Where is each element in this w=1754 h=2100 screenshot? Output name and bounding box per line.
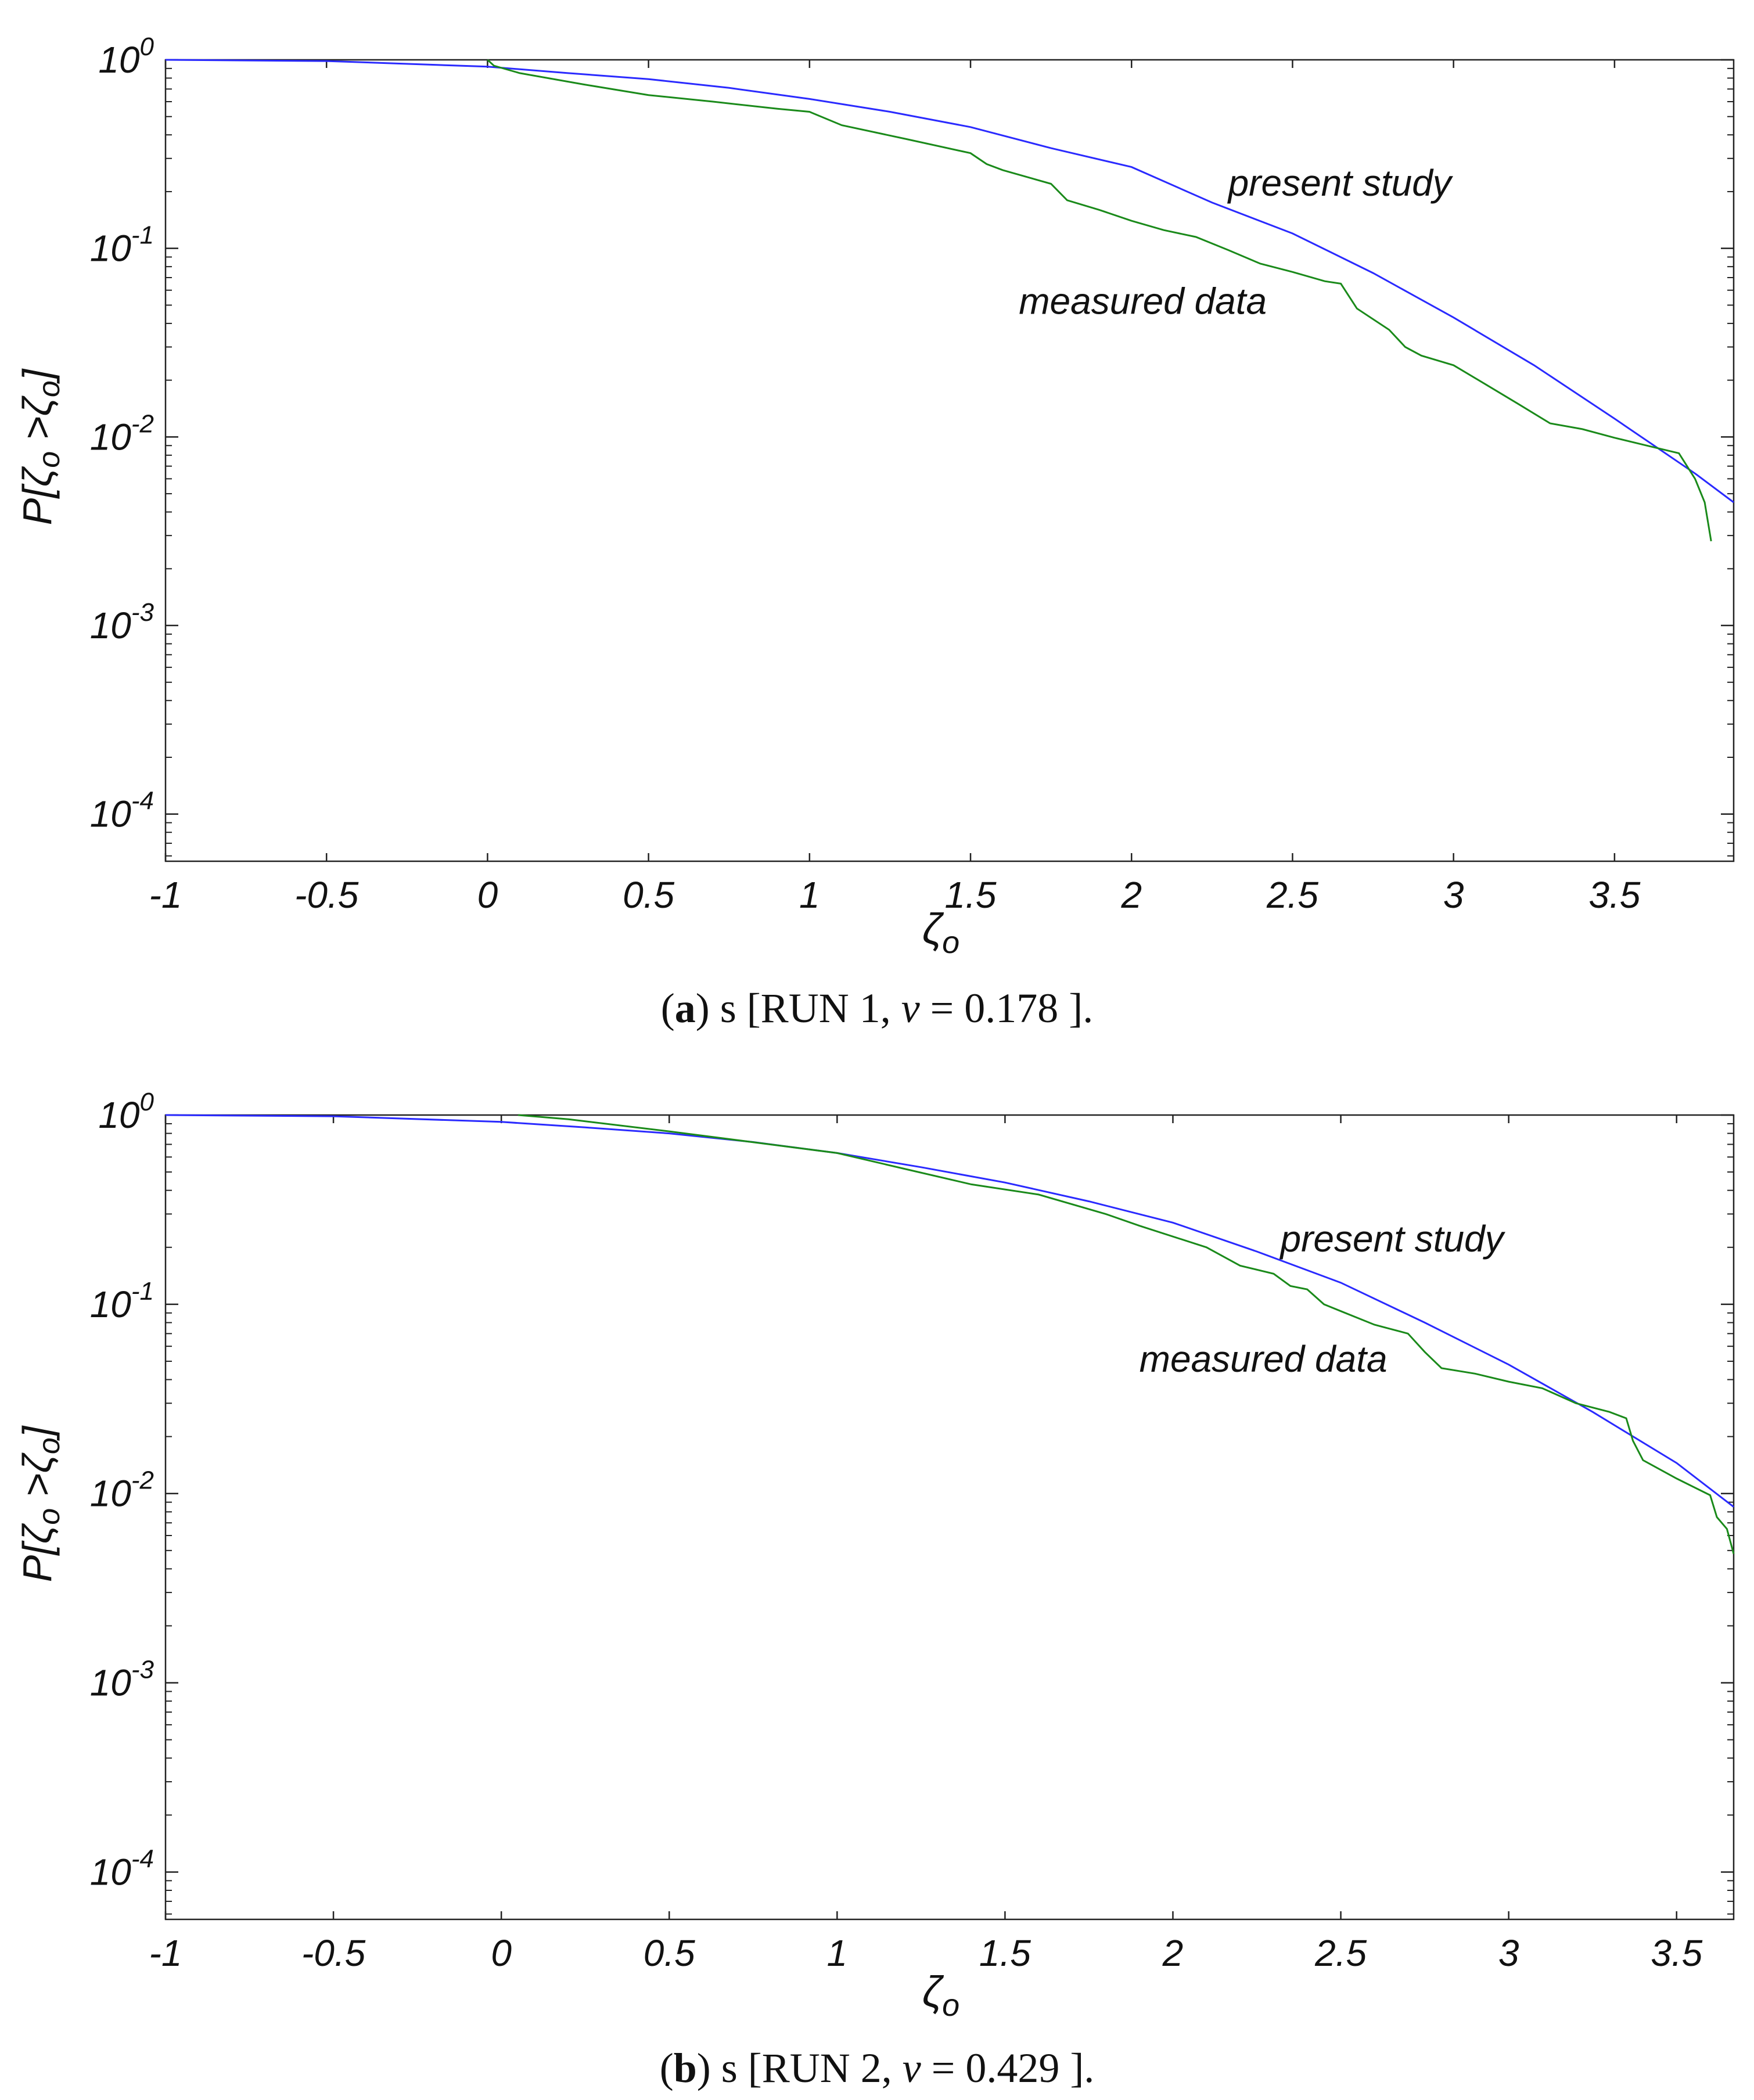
axes-frame — [164, 59, 1735, 862]
y-axis-title: P[ζo >ζo] — [15, 1425, 66, 1582]
x-tick-label: 2 — [1120, 874, 1142, 916]
measured-data-annotation: measured data — [1019, 280, 1267, 322]
x-tick-label: -0.5 — [294, 874, 359, 916]
present-study-line — [165, 1114, 1734, 1508]
measured-data-line — [487, 59, 1712, 542]
x-tick-label: -1 — [149, 874, 182, 916]
panel-b: -1 -0.5 0 0.5 1 1.5 2 2.5 3 3.5 100 10-1 10-2 10-3 10-… — [15, 1088, 1735, 2091]
y-tick-label: 10-2 — [90, 409, 154, 458]
x-tick-label: 0 — [491, 1932, 512, 1974]
svg-text:P[ζo >ζo]: P[ζo >ζo] — [15, 1425, 66, 1582]
x-axis-title: ζo — [922, 905, 959, 960]
x-tick-label: 1 — [799, 874, 820, 916]
x-tick-label: 1 — [827, 1932, 848, 1974]
present-study-annotation: present study — [1279, 1218, 1505, 1260]
present-study-line — [165, 59, 1734, 504]
x-axis-title: ζo — [922, 1968, 959, 2023]
x-tick-label: 3.5 — [1588, 874, 1640, 916]
svg-text:P[ζo >ζo]: P[ζo >ζo] — [15, 368, 66, 525]
x-tick-label: -0.5 — [301, 1932, 366, 1974]
y-tick-label: 100 — [98, 33, 154, 81]
y-tick-label: 10-2 — [90, 1466, 154, 1515]
measured-data-line — [517, 1114, 1735, 1554]
y-tick-label: 10-4 — [90, 1844, 154, 1893]
plot-area: -1 -0.5 0 0.5 1 1.5 2 2.5 3 3.5 100 10-1 10-2 10-3 10-… — [90, 33, 1735, 916]
x-tick-label: 3 — [1498, 1932, 1519, 1974]
panel-a: -1 -0.5 0 0.5 1 1.5 2 2.5 3 3.5 100 10-1 10-2 10-3 10-… — [15, 33, 1735, 1031]
y-tick-label: 10-3 — [90, 598, 154, 646]
y-tick-label: 10-3 — [90, 1656, 154, 1704]
measured-data-annotation: measured data — [1140, 1338, 1388, 1380]
x-tick-label: 3.5 — [1651, 1932, 1702, 1974]
y-axis-title: P[ζo >ζo] — [15, 368, 66, 525]
x-tick-label: 0.5 — [623, 874, 674, 916]
x-tick-label: 2 — [1162, 1932, 1184, 1974]
x-tick-label: 0 — [477, 874, 498, 916]
y-tick-label: 100 — [98, 1088, 154, 1136]
x-tick-label: 1.5 — [945, 874, 997, 916]
caption: (b) s [RUN 2, ν = 0.429 ]. — [660, 2045, 1095, 2091]
y-tick-label: 10-1 — [90, 1277, 154, 1325]
x-tick-label: 0.5 — [644, 1932, 695, 1974]
x-tick-label: 1.5 — [979, 1932, 1031, 1974]
y-tick-label: 10-1 — [90, 221, 154, 269]
y-tick-label: 10-4 — [90, 787, 154, 835]
x-tick-label: -1 — [149, 1932, 182, 1974]
x-tick-label: 2.5 — [1314, 1932, 1367, 1974]
caption: (a) s [RUN 1, ν = 0.178 ]. — [661, 985, 1094, 1031]
axes-frame — [164, 1114, 1735, 1921]
plot-area: -1 -0.5 0 0.5 1 1.5 2 2.5 3 3.5 100 10-1 10-2 10-3 10-… — [90, 1088, 1735, 1974]
x-tick-label: 3 — [1443, 874, 1464, 916]
x-tick-label: 2.5 — [1266, 874, 1318, 916]
present-study-annotation: present study — [1227, 162, 1454, 204]
